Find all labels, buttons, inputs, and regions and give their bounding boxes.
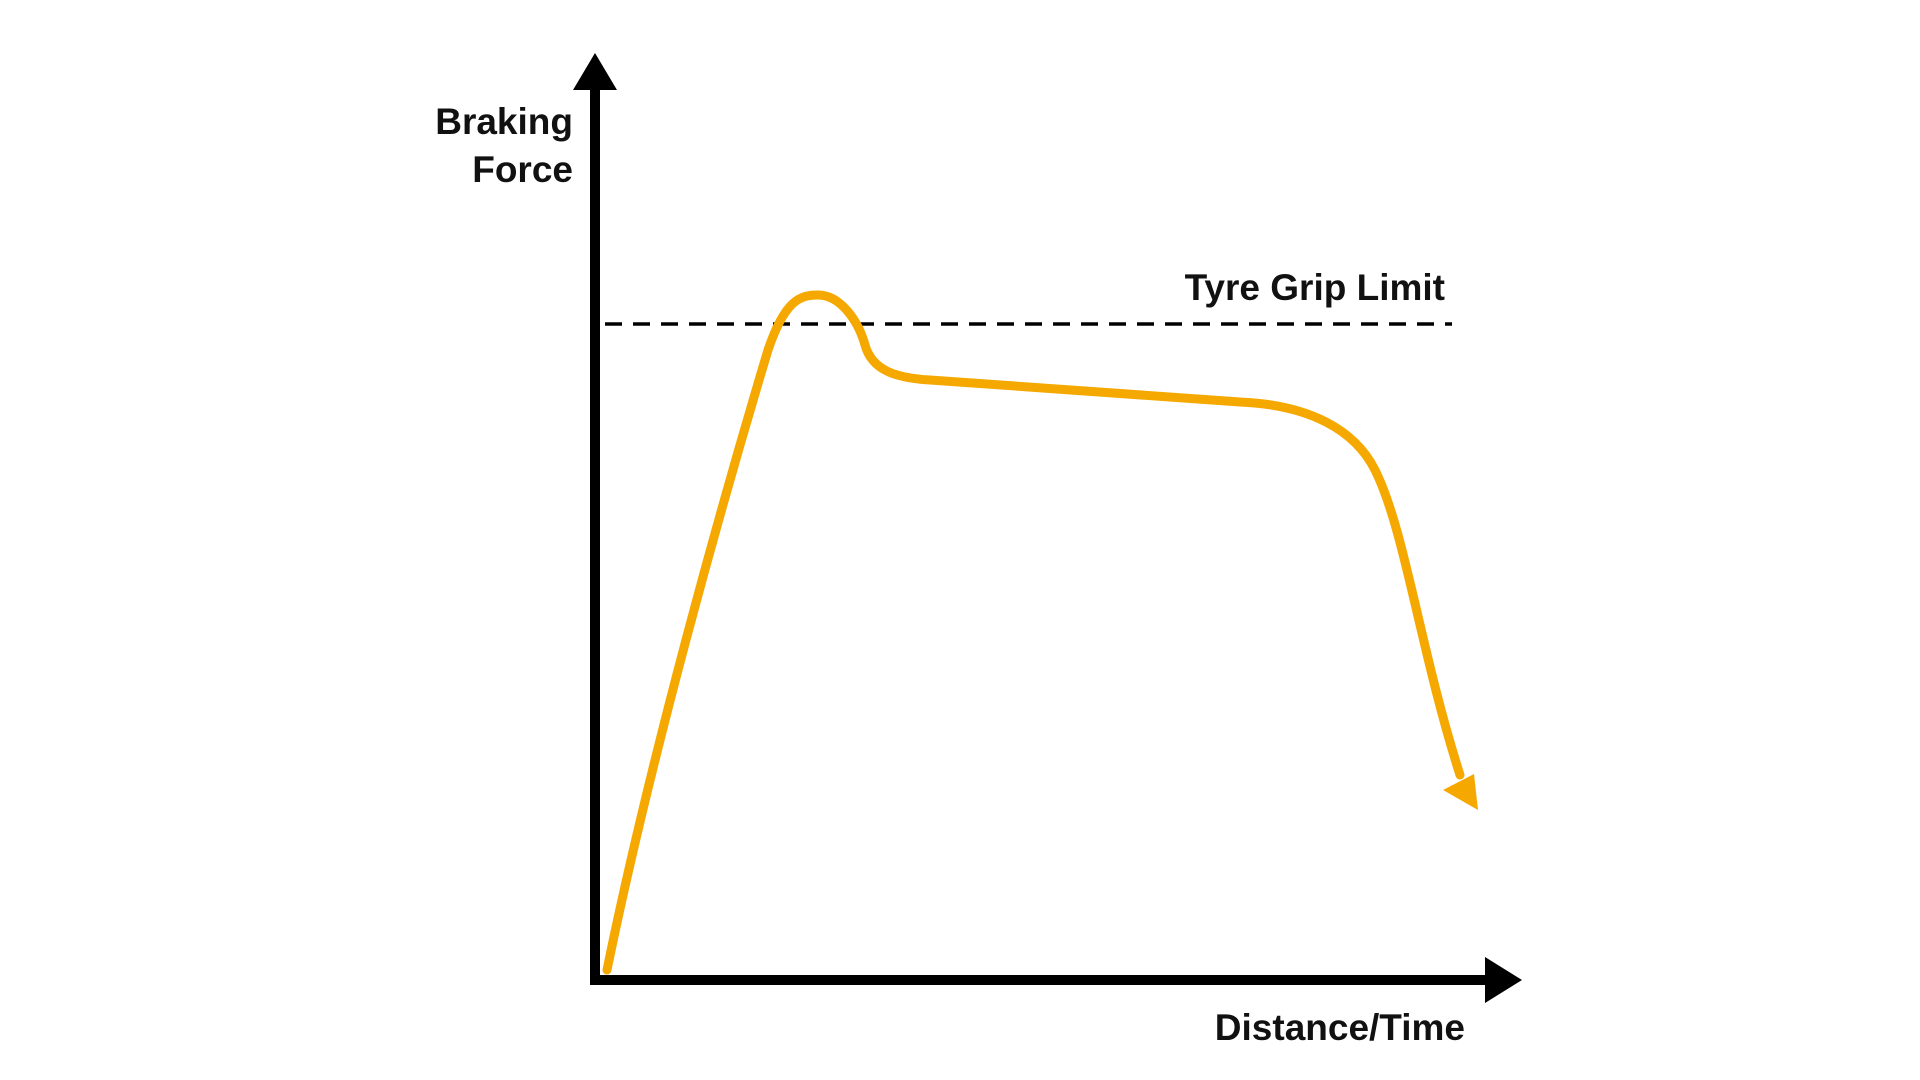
y-axis-arrowhead — [573, 53, 617, 90]
tyre-grip-limit-label: Tyre Grip Limit — [1185, 267, 1445, 308]
y-axis-label-line2: Force — [472, 149, 573, 190]
braking-force-curve-arrowhead — [1443, 774, 1478, 810]
y-axis-label-line1: Braking — [435, 101, 573, 142]
x-axis-label: Distance/Time — [1215, 1007, 1465, 1048]
braking-force-curve — [602, 290, 1465, 975]
x-axis-arrowhead — [1485, 957, 1522, 1003]
